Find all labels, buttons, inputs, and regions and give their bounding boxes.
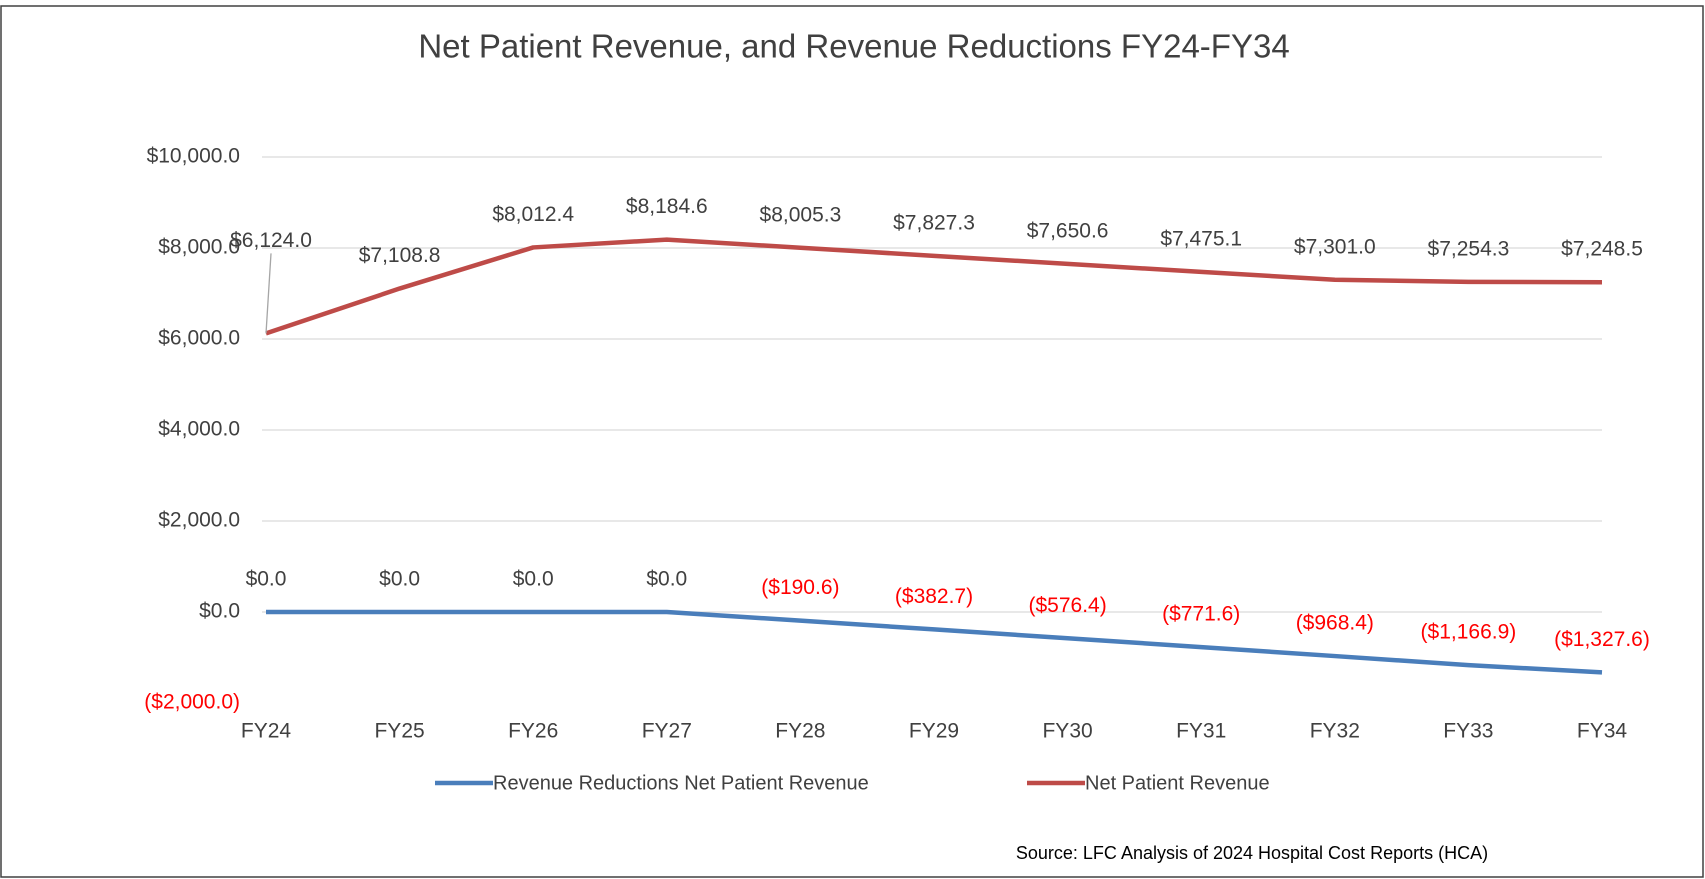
x-tick-label: FY28 (775, 720, 825, 743)
x-tick-label: FY27 (642, 720, 692, 743)
data-label: $6,124.0 (230, 229, 312, 252)
legend-label: Net Patient Revenue (1085, 772, 1270, 794)
x-tick-label: FY31 (1176, 720, 1226, 743)
data-label: $7,301.0 (1294, 235, 1376, 258)
y-tick-label: ($2,000.0) (144, 691, 240, 714)
data-label: $7,254.3 (1428, 237, 1510, 260)
x-tick-label: FY32 (1310, 720, 1360, 743)
data-label: ($771.6) (1162, 603, 1240, 626)
data-label: ($1,166.9) (1421, 621, 1517, 644)
data-label: ($968.4) (1296, 612, 1374, 635)
data-label: $0.0 (513, 568, 554, 591)
data-label: $7,108.8 (359, 244, 441, 267)
data-label: ($576.4) (1028, 594, 1106, 617)
y-tick-label: $0.0 (199, 600, 240, 623)
data-label: $0.0 (379, 568, 420, 591)
data-label: ($190.6) (761, 576, 839, 599)
series-line (266, 609, 1603, 675)
data-label: ($382.7) (895, 585, 973, 608)
y-tick-label: $6,000.0 (158, 327, 240, 350)
series-line (265, 237, 1603, 336)
chart-title: Net Patient Revenue, and Revenue Reducti… (418, 28, 1289, 65)
chart-border (0, 5, 1704, 878)
x-tick-label: FY25 (374, 720, 424, 743)
data-label: $7,650.6 (1027, 219, 1109, 242)
data-label: $8,012.4 (492, 203, 574, 226)
data-label: $0.0 (246, 568, 287, 591)
y-tick-label: $8,000.0 (158, 236, 240, 259)
source-note: Source: LFC Analysis of 2024 Hospital Co… (1016, 843, 1488, 863)
data-label: $0.0 (646, 568, 687, 591)
legend-label: Revenue Reductions Net Patient Revenue (493, 772, 869, 794)
y-tick-label: $10,000.0 (147, 145, 240, 168)
data-label: ($1,327.6) (1554, 628, 1650, 651)
x-tick-label: FY29 (909, 720, 959, 743)
data-label: $8,005.3 (760, 203, 842, 226)
data-label: $7,248.5 (1561, 238, 1643, 261)
x-tick-label: FY24 (241, 720, 292, 743)
data-label: $8,184.6 (626, 195, 708, 218)
x-tick-label: FY34 (1577, 720, 1628, 743)
leader-line (265, 253, 272, 334)
y-tick-label: $4,000.0 (158, 418, 240, 441)
y-tick-label: $2,000.0 (158, 509, 240, 532)
data-label: $7,475.1 (1160, 227, 1242, 250)
x-tick-label: FY26 (508, 720, 558, 743)
x-tick-label: FY30 (1042, 720, 1092, 743)
x-tick-label: FY33 (1443, 720, 1493, 743)
data-label: $7,827.3 (893, 211, 975, 234)
